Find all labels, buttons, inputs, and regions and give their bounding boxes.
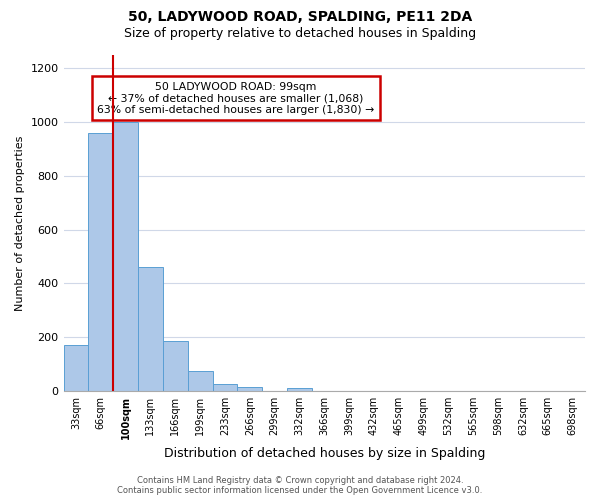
Text: Size of property relative to detached houses in Spalding: Size of property relative to detached ho… [124, 28, 476, 40]
X-axis label: Distribution of detached houses by size in Spalding: Distribution of detached houses by size … [164, 447, 485, 460]
Bar [113, 122, 138, 391]
Text: 50 LADYWOOD ROAD: 99sqm
← 37% of detached houses are smaller (1,068)
63% of semi: 50 LADYWOOD ROAD: 99sqm ← 37% of detache… [97, 82, 374, 115]
Bar [212, 384, 238, 391]
Text: 50, LADYWOOD ROAD, SPALDING, PE11 2DA: 50, LADYWOOD ROAD, SPALDING, PE11 2DA [128, 10, 472, 24]
Text: Contains HM Land Registry data © Crown copyright and database right 2024.
Contai: Contains HM Land Registry data © Crown c… [118, 476, 482, 495]
Bar [163, 341, 188, 391]
Bar [64, 345, 88, 391]
Bar [88, 133, 113, 391]
Bar [188, 370, 212, 391]
Bar [138, 267, 163, 391]
Y-axis label: Number of detached properties: Number of detached properties [15, 135, 25, 310]
Bar [238, 387, 262, 391]
Bar [287, 388, 312, 391]
